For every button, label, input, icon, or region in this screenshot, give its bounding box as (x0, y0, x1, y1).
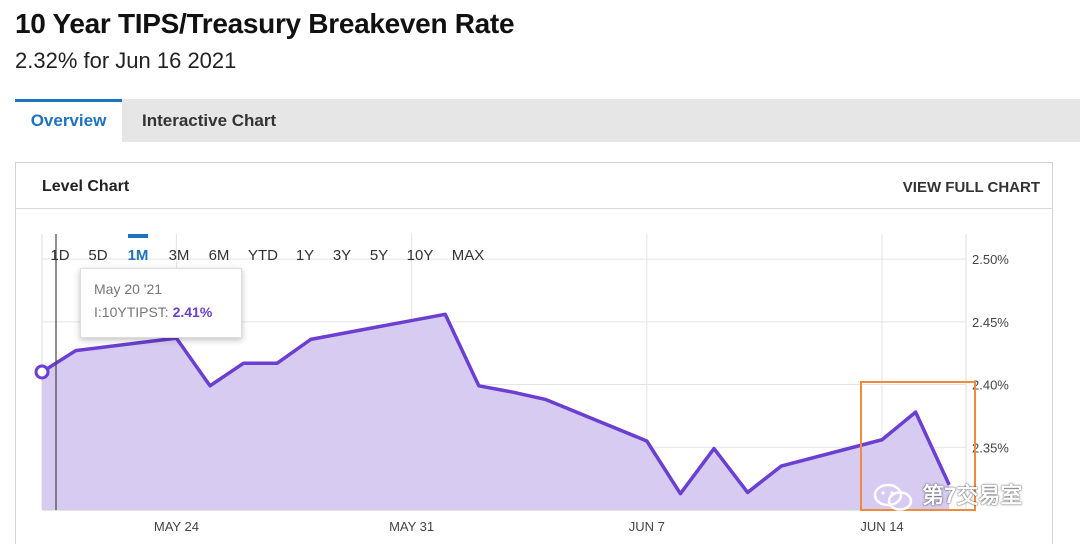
data-point (310, 338, 312, 340)
data-point (444, 313, 446, 315)
y-tick-label: 2.40% (972, 378, 1009, 393)
range-button-6m[interactable]: 6M (209, 247, 230, 264)
x-tick-label: MAY 24 (154, 519, 199, 534)
range-button-ytd[interactable]: YTD (248, 247, 278, 264)
x-tick-label: JUN 7 (629, 519, 665, 534)
tab-interactive-chart[interactable]: Interactive Chart (142, 111, 277, 130)
data-point (545, 399, 547, 401)
watermark: 第7交易室 (872, 478, 1022, 512)
y-tick-label: 2.45% (972, 315, 1009, 330)
range-button-5d[interactable]: 5D (88, 247, 107, 264)
data-point (780, 465, 782, 467)
range-button-1m[interactable]: 1M (128, 247, 149, 264)
current-value-subtitle: 2.32% for Jun 16 2021 (15, 48, 237, 73)
y-tick-label: 2.50% (972, 252, 1009, 267)
data-point (747, 491, 749, 493)
panel-title: Level Chart (42, 178, 130, 195)
hover-marker (34, 364, 50, 380)
range-button-max[interactable]: MAX (452, 247, 485, 264)
data-point (713, 448, 715, 450)
x-tick-label: MAY 31 (389, 519, 434, 534)
tooltip-value: 2.41% (172, 304, 213, 320)
data-point (209, 385, 211, 387)
data-point (276, 362, 278, 364)
chart-tooltip: May 20 '21 I:10YTIPST: 2.41% (80, 268, 242, 338)
tooltip-series: I:10YTIPST: (94, 304, 169, 320)
data-point (646, 440, 648, 442)
range-button-3m[interactable]: 3M (169, 247, 190, 264)
highlight-annotation-box (860, 381, 976, 511)
tab-bar: Overview Interactive Chart (15, 99, 1080, 142)
range-button-10y[interactable]: 10Y (407, 247, 434, 264)
watermark-text: 第7交易室 (922, 483, 1023, 508)
series-area (42, 314, 950, 510)
tab-overview[interactable]: Overview (15, 99, 122, 142)
tooltip-date: May 20 '21 (94, 281, 163, 297)
data-point (75, 350, 77, 352)
data-point (243, 362, 245, 364)
tooltip-row: I:10YTIPST: 2.41% (94, 304, 228, 320)
range-button-5y[interactable]: 5Y (370, 247, 388, 264)
wechat-icon (873, 483, 913, 511)
x-tick-label: JUN 14 (860, 519, 903, 534)
y-tick-label: 2.35% (972, 440, 1009, 455)
range-button-3y[interactable]: 3Y (333, 247, 351, 264)
range-button-1d[interactable]: 1D (50, 247, 69, 264)
series-line (41, 312, 951, 496)
panel-header: Level Chart VIEW FULL CHART (16, 163, 1052, 209)
data-point (478, 385, 480, 387)
page-title: 10 Year TIPS/Treasury Breakeven Rate (15, 8, 515, 39)
range-button-1y[interactable]: 1Y (296, 247, 314, 264)
view-full-chart-link[interactable]: VIEW FULL CHART (902, 179, 1040, 196)
data-point (679, 493, 681, 495)
data-point (511, 391, 513, 393)
active-range-indicator (128, 234, 148, 238)
